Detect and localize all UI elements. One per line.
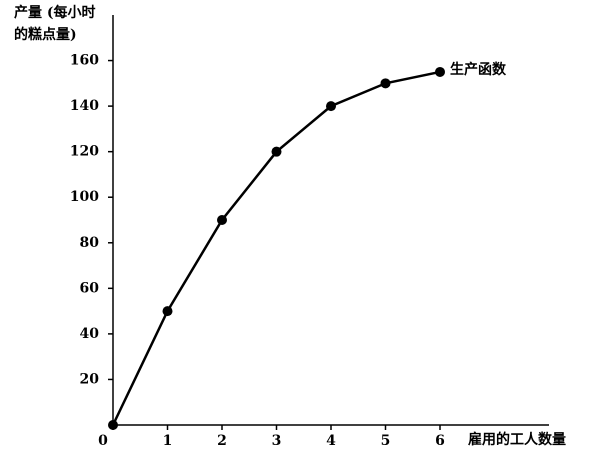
y-tick-label: 140 <box>70 98 99 114</box>
y-tick-label: 40 <box>80 326 100 342</box>
x-tick-label: 1 <box>163 433 173 449</box>
data-point <box>217 215 227 225</box>
y-axis-label: 产量 (每小时 <box>14 4 96 21</box>
y-tick-label: 100 <box>70 189 99 205</box>
data-point <box>326 101 336 112</box>
series-label: 生产函数 <box>450 61 507 78</box>
data-point <box>108 420 118 430</box>
x-tick-label: 3 <box>272 433 282 449</box>
x-axis-label: 雇用的工人数量 <box>468 431 566 448</box>
y-tick-label: 160 <box>70 53 99 69</box>
x-tick-label: 4 <box>326 433 336 449</box>
y-tick-label: 80 <box>80 235 100 251</box>
series-line <box>111 70 441 426</box>
data-point <box>162 306 173 317</box>
data-point <box>435 66 445 77</box>
x-tick-label: 6 <box>435 433 445 449</box>
data-point <box>380 78 391 89</box>
y-tick-label: 20 <box>80 371 100 387</box>
y-tick-label: 120 <box>70 144 99 160</box>
y-tick-label: 60 <box>80 280 100 296</box>
x-tick-label: 2 <box>217 433 227 449</box>
y-axis-label: 的糕点量) <box>14 26 77 43</box>
data-point <box>271 146 282 157</box>
x-tick-label: 5 <box>381 433 391 449</box>
x-tick-label: 0 <box>98 433 108 449</box>
